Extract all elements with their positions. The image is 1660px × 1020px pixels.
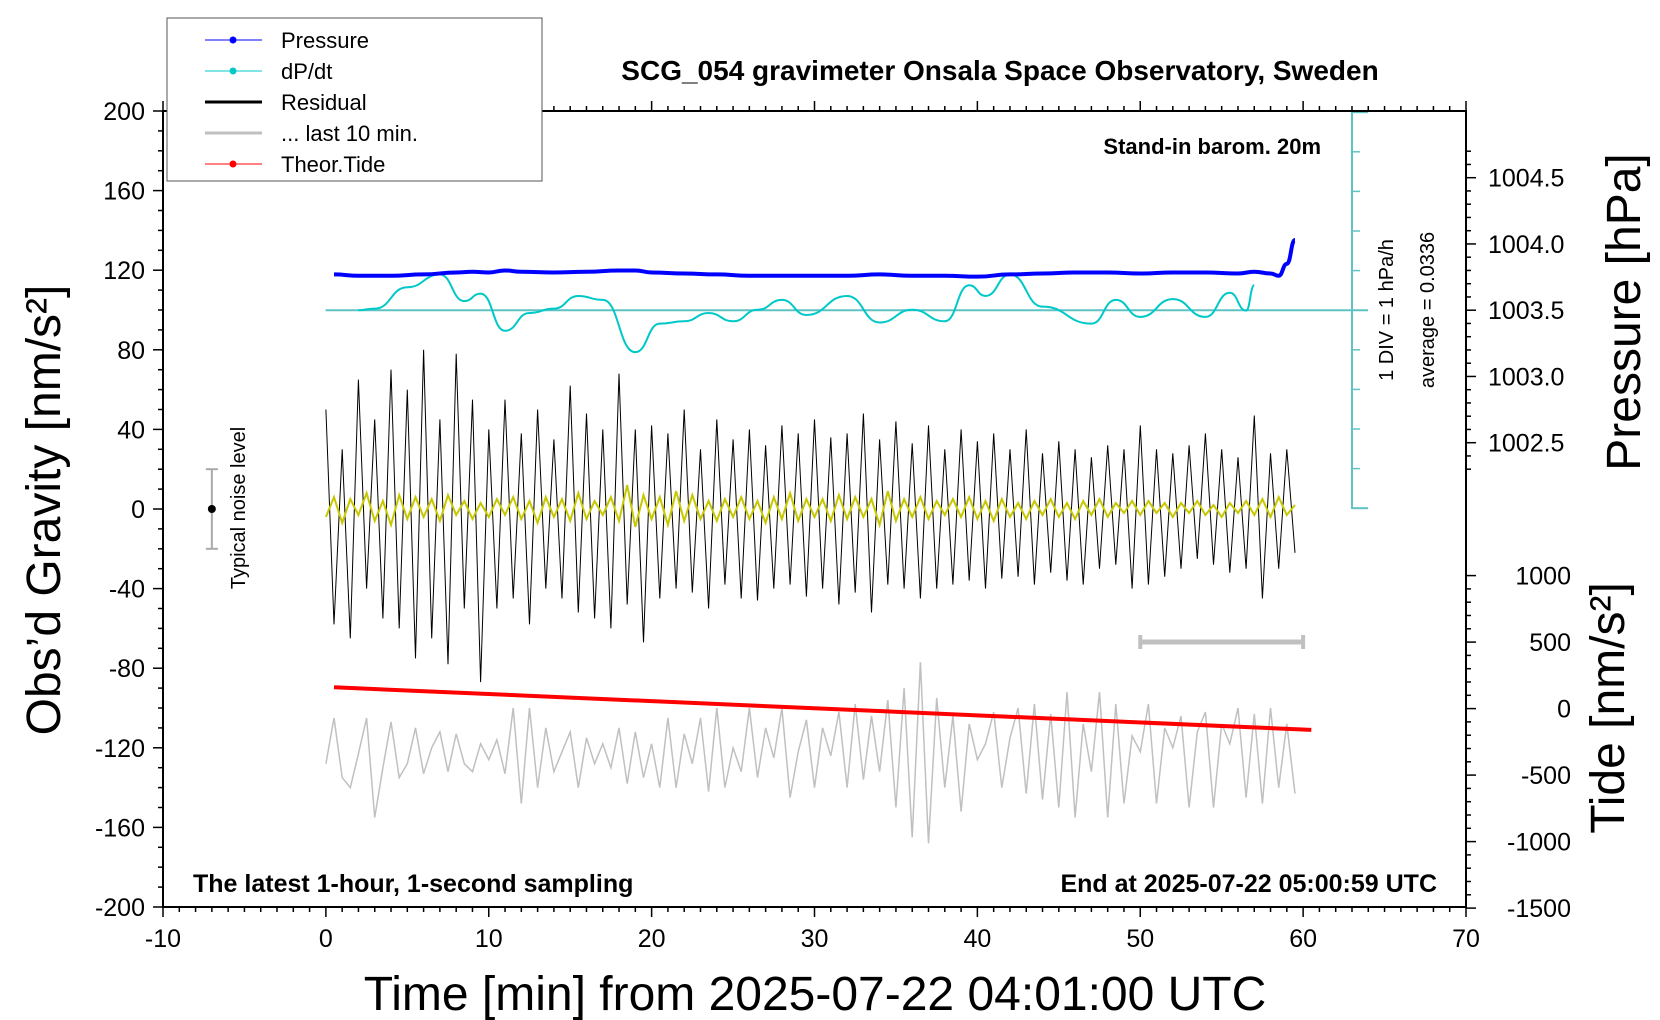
x-axis-label: Time [min] from 2025-07-22 04:01:00 UTC [364, 968, 1267, 1020]
pressure-axis-label: Pressure [hPa] [1598, 153, 1651, 470]
legend: Pressure dP/dt Residual ... last 10 min. The… [166, 17, 543, 182]
y-tick-label: 120 [103, 257, 145, 285]
y-tick-label: -40 [109, 576, 145, 604]
x-tick-label: 70 [1452, 925, 1480, 953]
x-tick-label: 40 [963, 925, 991, 953]
barometer-note: Stand-in barom. 20m [1103, 134, 1321, 159]
dpdt-average-note: average = 0.0336 [1417, 232, 1439, 388]
noise-level-label: Typical noise level [228, 427, 250, 589]
y-tick-label: 200 [103, 98, 145, 126]
pressure-series-line [334, 237, 1297, 279]
legend-label: Theor.Tide [281, 152, 385, 177]
theoretical-tide-series-line [333, 685, 1312, 732]
x-tick-label: 0 [319, 925, 333, 953]
x-tick-label: 60 [1289, 925, 1317, 953]
end-time-note: End at 2025-07-22 05:00:59 UTC [1060, 870, 1437, 898]
legend-marker [229, 160, 237, 168]
legend-marker [229, 67, 237, 75]
y-tick-label: 80 [117, 337, 145, 365]
y-tick-label: -80 [109, 655, 145, 683]
chart-title: SCG_054 gravimeter Onsala Space Observat… [621, 55, 1378, 86]
filtered-residual-series-line [324, 484, 1296, 529]
y-axis-label: Obs’d Gravity [nm/s²] [18, 285, 71, 736]
y-tick-label: -120 [95, 735, 145, 763]
legend-marker [229, 36, 237, 44]
noise-level-point [207, 505, 216, 513]
tide-tick-label: -1000 [1507, 829, 1571, 857]
legend-label: Residual [281, 90, 367, 115]
pressure-tick-label: 1002.5 [1488, 430, 1564, 458]
tide-axis-label: Tide [nm/s²] [1582, 582, 1635, 834]
tide-tick-label: 500 [1529, 629, 1571, 657]
tide-tick-label: 1000 [1515, 563, 1571, 591]
x-tick-label: 10 [475, 925, 503, 953]
tide-tick-label: 0 [1557, 696, 1571, 724]
dpdt-series-line [358, 273, 1256, 354]
y-tick-label: -200 [95, 894, 145, 922]
tide-tick-label: -500 [1521, 762, 1571, 790]
axes-layer: -10 0 10 20 30 40 50 60 70 200 160 120 80 40 0 -40 -80 -1… [95, 98, 1571, 953]
pressure-tick-label: 1003.5 [1488, 297, 1564, 325]
x-tick-label: -10 [145, 925, 181, 953]
sampling-note: The latest 1-hour, 1-second sampling [193, 870, 633, 898]
y-tick-label: 160 [103, 178, 145, 206]
pressure-tick-label: 1004.5 [1488, 165, 1564, 193]
dpdt-scale-note: 1 DIV = 1 hPa/h [1376, 239, 1398, 381]
tide-tick-label: -1500 [1507, 895, 1571, 923]
series-layer [324, 237, 1312, 844]
x-tick-label: 50 [1126, 925, 1154, 953]
pressure-tick-label: 1003.0 [1488, 363, 1564, 391]
legend-label: ... last 10 min. [281, 121, 418, 146]
x-tick-label: 20 [638, 925, 666, 953]
y-tick-label: -160 [95, 814, 145, 842]
legend-box [166, 17, 543, 182]
y-tick-label: 40 [117, 416, 145, 444]
x-tick-label: 30 [801, 925, 829, 953]
last-10-min-series-line [325, 662, 1296, 844]
pressure-tick-label: 1004.0 [1488, 231, 1564, 259]
y-tick-label: 0 [131, 496, 145, 524]
legend-label: Pressure [281, 28, 369, 53]
plot-frame [162, 110, 1467, 908]
legend-label: dP/dt [281, 59, 332, 84]
